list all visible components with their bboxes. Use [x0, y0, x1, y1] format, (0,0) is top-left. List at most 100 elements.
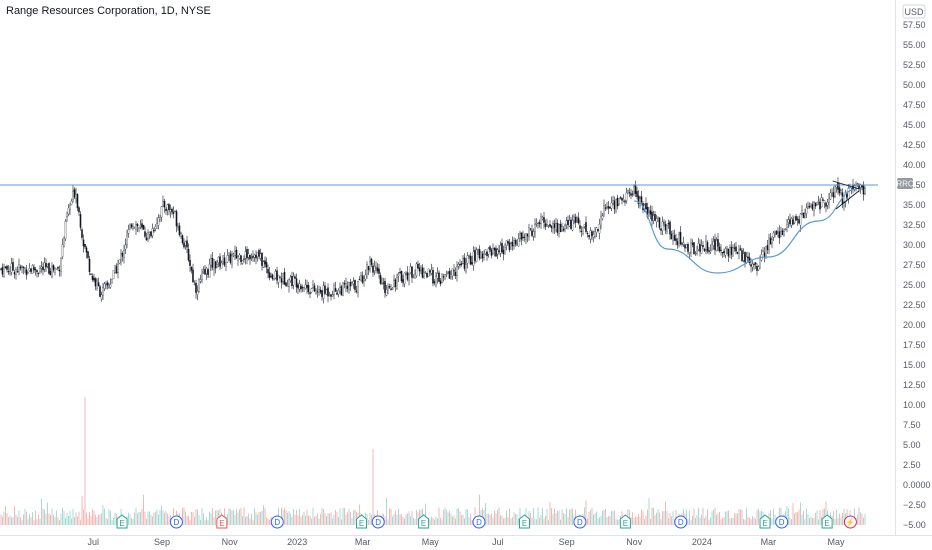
candle-body [63, 237, 65, 247]
volume-bar [402, 517, 404, 525]
earnings-marker[interactable] [821, 514, 833, 529]
dividend-marker[interactable] [270, 515, 284, 529]
candle-body [820, 197, 823, 208]
dividend-marker[interactable] [674, 515, 688, 529]
candle-body [58, 269, 61, 272]
price-tick: 7.50 [903, 420, 921, 430]
volume-bar [716, 514, 717, 525]
candle-body [349, 282, 352, 287]
pennant-upper-line [832, 180, 860, 190]
volume-bar [138, 511, 140, 525]
volume-bar [744, 519, 746, 525]
volume-bar [107, 519, 108, 525]
currency-button[interactable] [902, 4, 926, 19]
candle-body [465, 264, 467, 272]
candle-body [457, 264, 460, 267]
news-marker[interactable] [843, 515, 857, 529]
price-tick: 50.00 [903, 80, 926, 90]
candle-body [654, 213, 656, 221]
earnings-marker[interactable] [619, 514, 631, 529]
candle-body [39, 268, 41, 272]
dividend-marker[interactable] [573, 515, 587, 529]
candle-body [304, 284, 307, 289]
candle-body [492, 248, 494, 254]
candle-body [330, 294, 332, 297]
price-tick: 57.50 [903, 20, 926, 30]
candle-body [766, 245, 769, 251]
candle-body [366, 264, 368, 274]
volume-bar [507, 517, 509, 525]
volume-bar [500, 515, 501, 525]
volume-bar [111, 520, 113, 525]
candle-body [369, 261, 371, 270]
candle-body [252, 256, 254, 258]
dividend-marker[interactable] [169, 515, 183, 529]
dividend-marker-label: D [274, 518, 280, 527]
volume-bar [665, 501, 666, 525]
volume-bar [510, 518, 512, 525]
candle-body [712, 241, 715, 246]
candle-body [489, 246, 491, 251]
volume-bar [591, 508, 593, 525]
candle-body [232, 253, 235, 255]
candle-body [531, 230, 533, 236]
dividend-marker[interactable] [775, 515, 789, 529]
candle-body [718, 246, 721, 252]
volume-bar [809, 518, 810, 525]
dividend-marker[interactable] [472, 515, 486, 529]
volume-bar [690, 519, 692, 525]
candle-body [816, 202, 818, 205]
candle-body [651, 211, 653, 221]
candle-body [594, 231, 596, 237]
volume-bar [758, 508, 759, 525]
volume-bar [671, 516, 672, 525]
candle-body [163, 200, 166, 208]
candle-body [67, 207, 70, 215]
time-tick: 2023 [287, 537, 307, 547]
candle-body [406, 272, 409, 280]
earnings-marker[interactable] [356, 514, 368, 529]
volume-bar [609, 515, 611, 525]
candle-body [840, 190, 842, 194]
candle-body [214, 261, 217, 269]
candle-body [255, 254, 257, 259]
candle-body [415, 263, 418, 276]
candle-body [0, 268, 2, 270]
volume-bar [540, 515, 542, 525]
volume-bar [750, 519, 752, 525]
volume-bar [512, 517, 513, 525]
volume-bar [543, 518, 545, 525]
earnings-marker[interactable] [116, 514, 128, 529]
earnings-marker[interactable] [759, 514, 771, 529]
volume-bar [533, 508, 534, 525]
candle-body [241, 260, 244, 264]
volume-bar [825, 501, 827, 525]
earnings-marker[interactable] [518, 514, 530, 529]
earnings-marker[interactable] [418, 514, 430, 529]
candle-body [162, 201, 164, 207]
volume-bar [687, 518, 689, 525]
candle-body [172, 212, 175, 214]
volume-bar [518, 518, 519, 525]
candle-body [714, 239, 716, 251]
volume-bar [596, 511, 597, 525]
volume-bar [558, 510, 560, 525]
price-tick: 0.0000 [903, 480, 931, 490]
volume-bar [63, 510, 65, 525]
volume-bar [593, 514, 594, 525]
earnings-marker[interactable] [216, 514, 228, 529]
volume-bar [30, 517, 32, 525]
candle-body [106, 282, 109, 286]
volume-bar [434, 519, 435, 525]
volume-bar [405, 514, 407, 525]
candle-body [520, 232, 523, 240]
candle-body [757, 266, 760, 271]
candle-body [771, 239, 773, 243]
dividend-marker[interactable] [371, 515, 385, 529]
candle-body [292, 276, 295, 286]
candle-body [534, 224, 536, 233]
candle-body [697, 243, 700, 250]
candle-body [300, 285, 302, 290]
